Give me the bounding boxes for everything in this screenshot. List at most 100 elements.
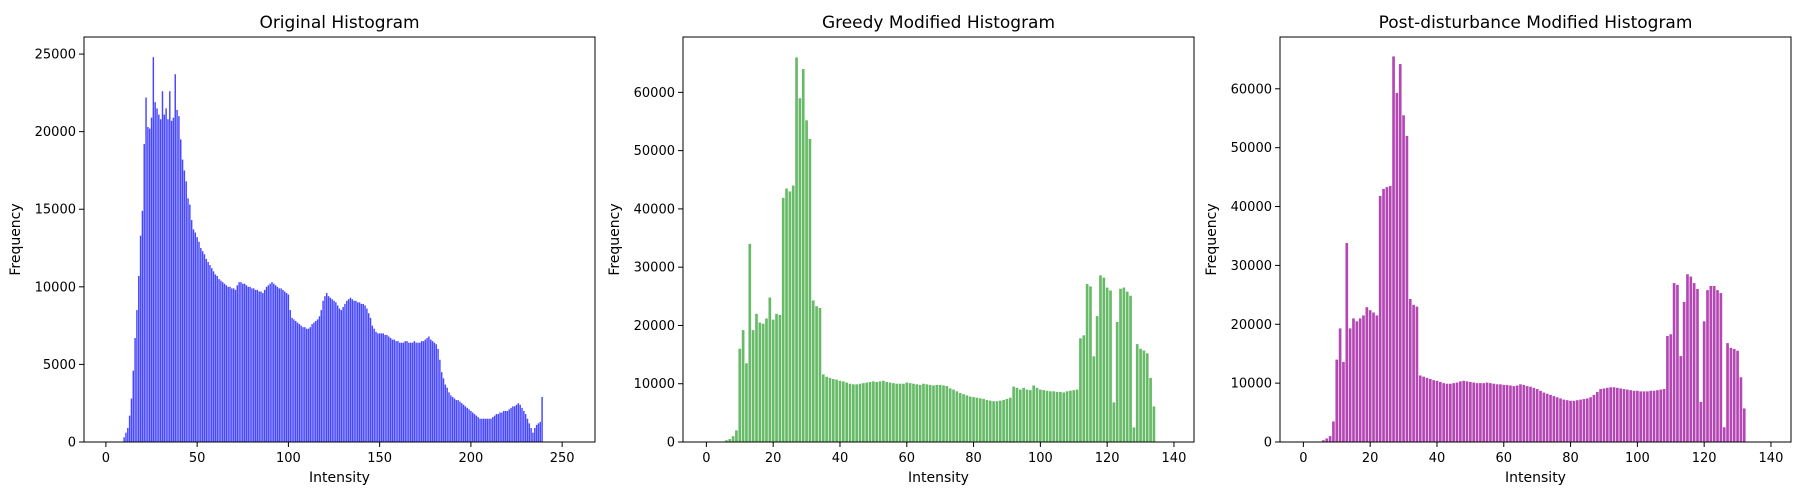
bar: [735, 430, 738, 442]
bar: [528, 423, 531, 442]
bar: [858, 383, 862, 442]
bar: [1059, 391, 1062, 442]
bar: [1039, 389, 1042, 442]
bar: [271, 282, 273, 442]
bar: [781, 197, 785, 442]
bar: [1378, 195, 1382, 442]
y-axis-label: Frequency: [607, 203, 623, 275]
bar: [358, 302, 361, 442]
bar: [384, 334, 386, 442]
bar: [915, 384, 919, 442]
bar: [1422, 376, 1425, 442]
y-tick-label: 20000: [634, 319, 675, 334]
bar: [1325, 438, 1329, 442]
bar: [1452, 383, 1456, 442]
bar: [1579, 399, 1582, 442]
bar: [1342, 361, 1345, 442]
bar: [928, 384, 932, 442]
bar: [154, 102, 156, 443]
y-axis-label: Frequency: [8, 203, 24, 275]
bar: [470, 410, 472, 442]
bar: [1659, 389, 1663, 442]
x-tick-label: 140: [1162, 451, 1187, 466]
bar: [1699, 401, 1703, 442]
bar: [411, 342, 414, 442]
bar: [169, 91, 171, 442]
bar: [1689, 276, 1693, 442]
x-tick-label: 250: [550, 451, 575, 466]
bar: [517, 403, 520, 442]
bars: [1322, 56, 1746, 443]
bar: [888, 382, 892, 442]
bar: [1105, 287, 1109, 442]
bar: [1139, 348, 1142, 442]
bar: [132, 370, 135, 442]
bar: [1612, 387, 1616, 442]
bar: [1485, 382, 1489, 442]
bar: [161, 91, 164, 442]
bar: [373, 328, 375, 442]
bar: [1692, 283, 1696, 442]
bar: [845, 382, 848, 442]
bar: [156, 108, 158, 442]
bar: [1015, 387, 1019, 442]
bar: [515, 404, 518, 442]
bar: [768, 297, 772, 442]
greedy-modified-histogram-panel: 0 20 40 60 80 100 120 140 0 10000 20000 30000 40000 5…: [607, 13, 1195, 486]
bar: [229, 286, 231, 442]
bar: [965, 395, 969, 442]
bar: [1062, 392, 1066, 442]
bar: [875, 381, 879, 442]
bar: [305, 328, 308, 442]
bar: [1726, 343, 1729, 442]
bar: [738, 348, 742, 442]
bar: [136, 310, 138, 442]
bar: [1489, 383, 1492, 442]
x-tick-label: 0: [1299, 451, 1307, 466]
bar: [1135, 344, 1139, 442]
bar: [1345, 243, 1349, 442]
bar: [493, 415, 496, 442]
bar: [821, 374, 825, 442]
bar: [1129, 295, 1132, 442]
bar: [269, 283, 271, 442]
bar: [1509, 385, 1512, 442]
bar: [1382, 188, 1385, 443]
bar: [402, 342, 405, 442]
bar: [788, 191, 792, 442]
bar: [798, 98, 802, 442]
bar: [828, 377, 832, 442]
bar: [276, 286, 279, 442]
bar: [331, 299, 333, 442]
bar: [892, 383, 895, 442]
bar: [367, 313, 370, 442]
bar: [745, 363, 748, 442]
bar: [1525, 386, 1529, 442]
x-axis-label: Intensity: [309, 470, 370, 486]
x-tick-label: 100: [1625, 451, 1650, 466]
bar: [364, 305, 366, 442]
y-tick-label: 50000: [634, 144, 675, 159]
bar: [1712, 286, 1716, 442]
bar: [1099, 275, 1102, 442]
bar: [311, 324, 313, 442]
bar: [872, 381, 875, 442]
bar: [243, 283, 246, 442]
bar: [234, 289, 237, 442]
bar: [127, 428, 129, 442]
bar: [408, 342, 410, 442]
bar: [444, 384, 447, 442]
bar: [1669, 334, 1673, 442]
bar: [765, 318, 768, 442]
bar: [925, 384, 929, 442]
x-tick-label: 100: [1028, 451, 1053, 466]
bar: [221, 282, 224, 442]
bar: [995, 401, 999, 442]
bar: [932, 385, 935, 442]
bar: [486, 418, 489, 442]
bar: [158, 114, 160, 442]
bar: [344, 303, 346, 442]
bar: [123, 437, 125, 442]
y-tick-label: 60000: [1231, 82, 1272, 97]
